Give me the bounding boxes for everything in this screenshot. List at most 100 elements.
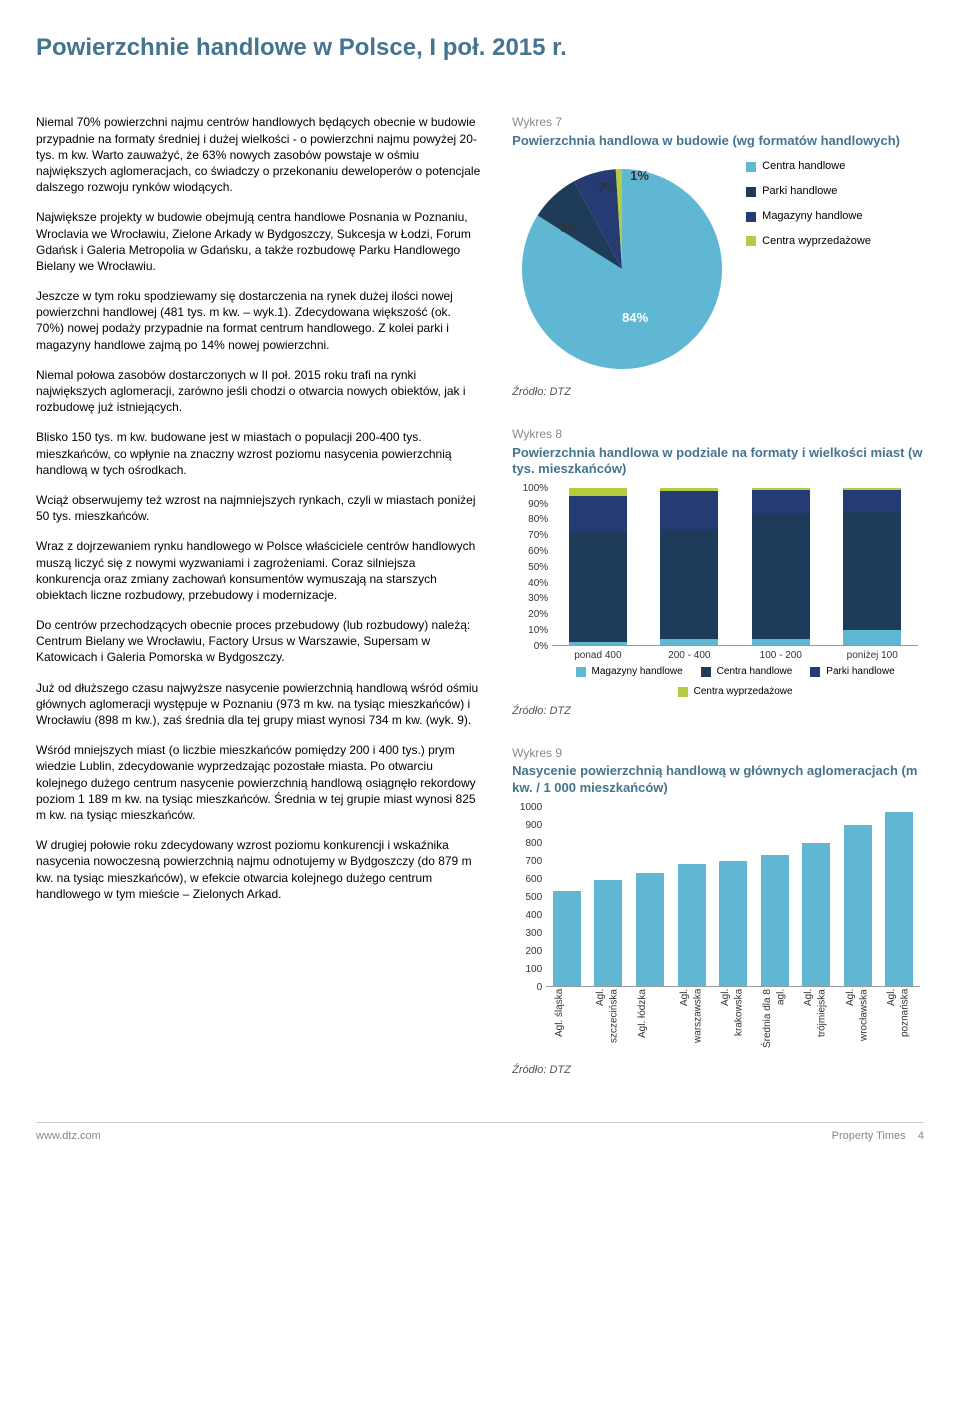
stacked-bar-chart: 100%90%80%70%60%50%40%30%20%10%0% ponad … [512, 488, 924, 698]
stacked-bar [660, 488, 718, 645]
bar-segment [752, 639, 810, 645]
x-tick: Agl. łódzka [636, 989, 664, 1057]
y-tick: 60% [528, 545, 548, 559]
x-tick: Agl. poznańska [885, 989, 913, 1057]
body-paragraph: Do centrów przechodzących obecnie proces… [36, 617, 482, 666]
bar-segment [843, 512, 901, 630]
x-tick: Agl. śląska [553, 989, 581, 1057]
bar-segment [660, 491, 718, 529]
y-tick: 80% [528, 513, 548, 527]
x-tick: poniżej 100 [843, 649, 901, 663]
y-tick: 90% [528, 497, 548, 511]
bar-segment [843, 490, 901, 512]
chart-label: Wykres 8 [512, 426, 924, 442]
footer-page-number: 4 [918, 1130, 924, 1142]
bar-segment [843, 630, 901, 646]
body-paragraph: Wśród mniejszych miast (o liczbie mieszk… [36, 742, 482, 823]
y-tick: 900 [525, 818, 542, 832]
y-tick: 0% [534, 640, 548, 654]
chart-title: Powierzchnia handlowa w budowie (wg form… [512, 133, 924, 150]
pie-slice-label: 7% [598, 179, 617, 197]
chart-7: Wykres 7 Powierzchnia handlowa w budowie… [512, 114, 924, 400]
bar-segment [660, 639, 718, 645]
chart-source: Źródło: DTZ [512, 385, 924, 400]
y-tick: 100 [525, 962, 542, 976]
pie-legend: Centra handloweParki handloweMagazyny ha… [746, 159, 871, 258]
y-tick: 500 [525, 890, 542, 904]
body-paragraph: Blisko 150 tys. m kw. budowane jest w mi… [36, 429, 482, 478]
chart-label: Wykres 7 [512, 114, 924, 130]
y-tick: 10% [528, 624, 548, 638]
bar-segment [569, 496, 627, 532]
y-tick: 100% [523, 482, 549, 496]
x-tick: Agl. warszawska [678, 989, 706, 1057]
bar-segment [660, 529, 718, 639]
pie-slice-label: 84% [622, 309, 648, 327]
y-tick: 800 [525, 836, 542, 850]
legend-item: Magazyny handlowe [576, 665, 683, 679]
chart-title: Nasycenie powierzchnią handlową w główny… [512, 763, 924, 797]
chart-title: Powierzchnia handlowa w podziale na form… [512, 445, 924, 479]
body-paragraph: W drugiej połowie roku zdecydowany wzros… [36, 837, 482, 902]
page-footer: www.dtz.com Property Times 4 [36, 1122, 924, 1144]
stacked-bar [569, 488, 627, 645]
legend-item: Parki handlowe [746, 184, 871, 199]
chart-label: Wykres 9 [512, 745, 924, 761]
pie-slice-label: 1% [630, 167, 649, 185]
page-title: Powierzchnie handlowe w Polsce, I poł. 2… [36, 32, 924, 64]
legend-item: Parki handlowe [810, 665, 894, 679]
chart-source: Źródło: DTZ [512, 704, 924, 719]
body-paragraph: Największe projekty w budowie obejmują c… [36, 209, 482, 274]
y-tick: 700 [525, 854, 542, 868]
bar [594, 880, 622, 986]
bar-segment [569, 488, 627, 496]
x-tick: ponad 400 [569, 649, 627, 663]
body-paragraph: Niemal połowa zasobów dostarczonych w II… [36, 367, 482, 416]
x-tick: Agl. wrocławska [844, 989, 872, 1057]
bar [844, 825, 872, 986]
bar-segment [752, 490, 810, 514]
legend-item: Centra handlowe [701, 665, 793, 679]
y-tick: 400 [525, 908, 542, 922]
bar-chart: 10009008007006005004003002001000 Agl. śl… [512, 807, 924, 1057]
x-tick: Agl. krakowska [719, 989, 747, 1057]
x-tick: Agl. szczecińska [594, 989, 622, 1057]
y-tick: 40% [528, 576, 548, 590]
y-tick: 20% [528, 608, 548, 622]
pie-chart: 84% 8% 7% 1% [512, 159, 732, 379]
charts-column: Wykres 7 Powierzchnia handlowa w budowie… [512, 114, 924, 1104]
y-tick: 600 [525, 872, 542, 886]
bar [678, 864, 706, 986]
footer-url: www.dtz.com [36, 1129, 101, 1144]
bar-segment [569, 532, 627, 642]
bar [636, 873, 664, 986]
bar [553, 891, 581, 986]
legend-item: Centra handlowe [746, 159, 871, 174]
pie-slice-label: 8% [560, 219, 579, 237]
x-tick: Średnia dla 8 agl. [761, 989, 789, 1057]
bar-segment [569, 642, 627, 645]
footer-doc-title: Property Times [832, 1130, 906, 1142]
body-paragraph: Jeszcze w tym roku spodziewamy się dosta… [36, 288, 482, 353]
bar [802, 843, 830, 986]
bar [885, 812, 913, 986]
chart-9: Wykres 9 Nasycenie powierzchnią handlową… [512, 745, 924, 1078]
chart-8: Wykres 8 Powierzchnia handlowa w podzial… [512, 426, 924, 719]
bar [761, 855, 789, 986]
y-tick: 50% [528, 561, 548, 575]
body-text-column: Niemal 70% powierzchni najmu centrów han… [36, 114, 482, 1104]
chart-source: Źródło: DTZ [512, 1063, 924, 1078]
y-tick: 200 [525, 944, 542, 958]
body-paragraph: Wciąż obserwujemy też wzrost na najmniej… [36, 492, 482, 524]
stacked-bar [752, 488, 810, 645]
legend-item: Centra wyprzedażowe [678, 685, 793, 699]
y-tick: 30% [528, 592, 548, 606]
y-tick: 300 [525, 926, 542, 940]
bar [719, 861, 747, 986]
body-paragraph: Wraz z dojrzewaniem rynku handlowego w P… [36, 538, 482, 603]
stacked-bar [843, 488, 901, 645]
x-tick: 200 - 400 [660, 649, 718, 663]
y-tick: 0 [537, 980, 543, 994]
body-paragraph: Już od dłuższego czasu najwyższe nasycen… [36, 680, 482, 729]
x-tick: Agl. trójmiejska [802, 989, 830, 1057]
